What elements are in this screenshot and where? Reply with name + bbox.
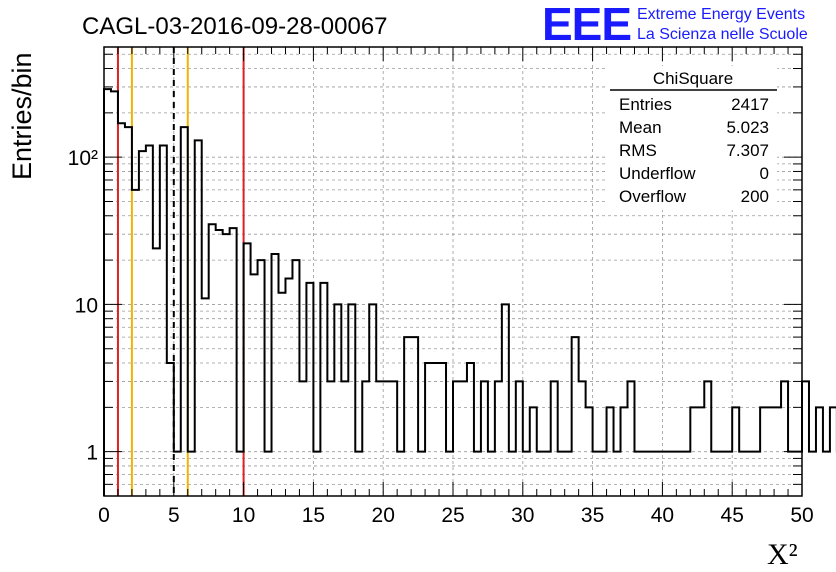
y-tick-label: 10 xyxy=(75,294,98,317)
x-tick-label: 30 xyxy=(511,504,534,527)
logo-mark: EEE xyxy=(542,0,631,50)
x-tick-label: 50 xyxy=(790,504,813,527)
eee-logo: EEE Extreme Energy Events La Scienza nel… xyxy=(542,0,808,50)
histogram-series xyxy=(103,88,836,496)
x-tick-label: 15 xyxy=(302,504,325,527)
x-tick-label: 20 xyxy=(372,504,395,527)
stats-row-value: 2417 xyxy=(731,95,769,114)
stats-row-label: Underflow xyxy=(619,164,696,183)
stats-row-value: 200 xyxy=(741,187,769,206)
x-tick-label: 40 xyxy=(651,504,674,527)
logo-line-2: La Scienza nelle Scuole xyxy=(637,26,808,43)
logo-line-1: Extreme Energy Events xyxy=(637,6,805,23)
histogram-outline xyxy=(103,88,836,496)
y-tick-labels: 1 10 10² xyxy=(68,147,98,465)
x-tick-label: 0 xyxy=(98,504,110,527)
stats-row-label: RMS xyxy=(619,141,657,160)
x-tick-label: 25 xyxy=(441,504,464,527)
x-axis-label: X² xyxy=(767,538,798,571)
x-tick-labels: 0 5 10 15 20 25 30 35 40 45 50 xyxy=(98,504,814,527)
stats-row-value: 5.023 xyxy=(726,118,769,137)
stats-rows: Entries 2417 Mean 5.023 RMS 7.307 Underflow 0 Ov… xyxy=(619,95,769,206)
y-tick-label: 10² xyxy=(68,147,98,170)
axis-ticks xyxy=(103,47,803,496)
stats-title: ChiSquare xyxy=(653,69,733,88)
x-tick-label: 45 xyxy=(721,504,744,527)
stats-row-value: 0 xyxy=(760,164,769,183)
stats-row-label: Mean xyxy=(619,118,662,137)
stats-row-label: Entries xyxy=(619,95,672,114)
y-axis-label: Entries/bin xyxy=(7,52,37,180)
chart-title: CAGL-03-2016-09-28-00067 xyxy=(82,13,388,40)
x-tick-label: 10 xyxy=(232,504,255,527)
stats-row-label: Overflow xyxy=(619,187,687,206)
stats-row-value: 7.307 xyxy=(726,141,769,160)
stats-box: ChiSquare Entries 2417 Mean 5.023 RMS 7.307 Un… xyxy=(607,66,777,210)
x-tick-label: 5 xyxy=(168,504,180,527)
y-tick-label: 1 xyxy=(86,442,98,465)
x-tick-label: 35 xyxy=(581,504,604,527)
